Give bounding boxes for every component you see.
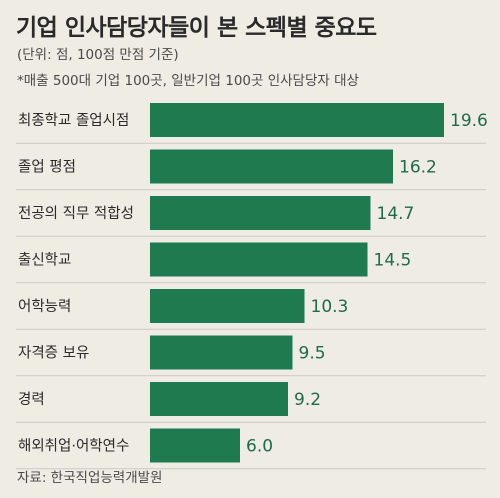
category-label: 자격증 보유	[18, 345, 89, 362]
value-label: 16.2	[399, 158, 437, 178]
bar	[150, 196, 371, 230]
category-label: 졸업 평점	[18, 159, 76, 176]
category-label: 출신학교	[18, 252, 71, 269]
value-label: 14.7	[377, 204, 415, 224]
chart-subtitle: (단위: 점, 100점 만점 기준)	[17, 47, 179, 63]
bar	[150, 103, 444, 137]
bar	[150, 428, 240, 463]
bar	[150, 149, 393, 184]
category-label: 최종학교 졸업시점	[18, 112, 129, 129]
chart-source: 자료: 한국직업능력개발원	[17, 470, 163, 486]
bar	[150, 335, 293, 370]
chart-title: 기업 인사담당자들이 본 스펙별 중요도	[16, 15, 377, 41]
bar	[150, 382, 288, 416]
value-label: 6.0	[246, 437, 273, 457]
bar	[150, 289, 305, 323]
value-label: 9.2	[294, 390, 321, 410]
value-label: 14.5	[374, 251, 412, 271]
category-label: 해외취업·어학연수	[18, 438, 129, 455]
bar	[150, 242, 368, 277]
chart-note: *매출 500대 기업 100곳, 일반기업 100곳 인사담당자 대상	[17, 73, 359, 89]
category-label: 경력	[18, 391, 45, 408]
category-label: 어학능력	[18, 298, 71, 315]
value-label: 19.6	[450, 111, 488, 131]
value-label: 10.3	[311, 297, 349, 317]
category-label: 전공의 직무 적합성	[18, 205, 134, 222]
value-label: 9.5	[299, 344, 326, 364]
